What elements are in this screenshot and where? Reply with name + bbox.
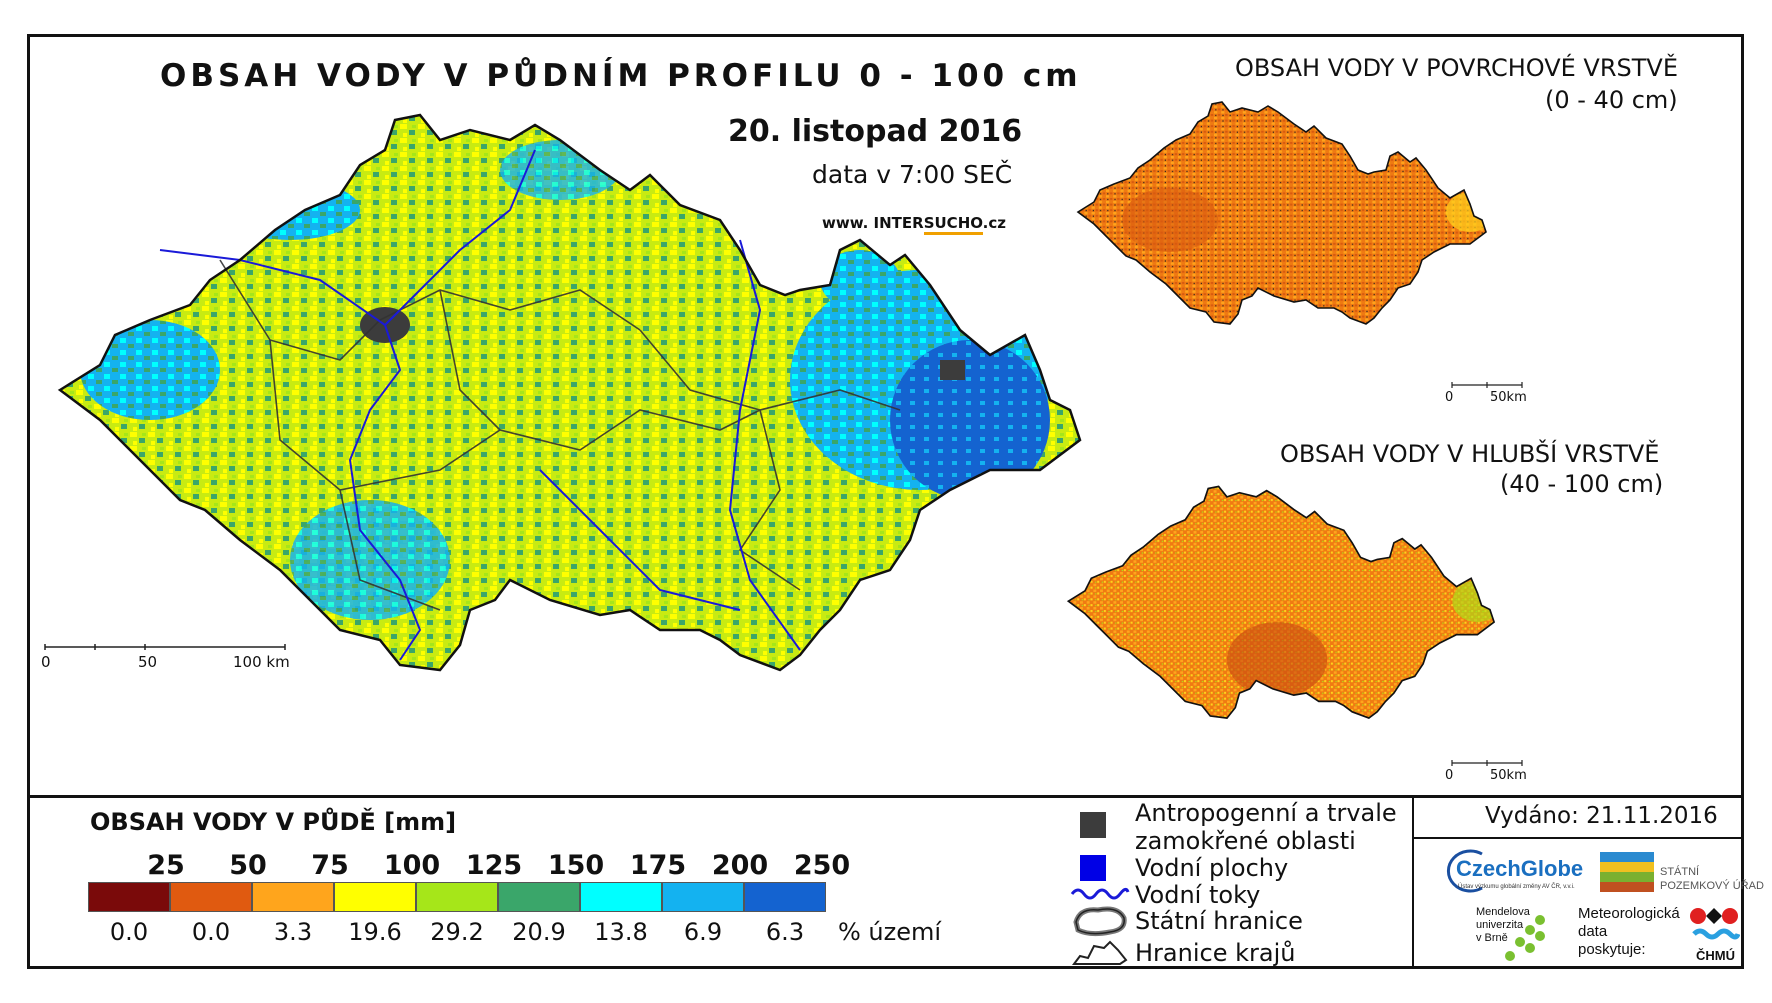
spu-text-2: POZEMKOVÝ ÚŘAD — [1660, 880, 1764, 892]
percent-label: 0.0 — [191, 918, 231, 946]
threshold-label: 250 — [793, 850, 851, 881]
color-swatch — [334, 882, 416, 912]
website-highlight: SUCHO — [923, 214, 983, 235]
surface-scale-50: 50km — [1490, 390, 1527, 405]
mendel-text-2: univerzita — [1476, 919, 1524, 931]
percent-label: 13.8 — [594, 918, 648, 946]
water-body-symbol — [1080, 855, 1106, 881]
deep-layer-range: (40 - 100 cm) — [1500, 470, 1664, 498]
surface-layer-title: OBSAH VODY V POVRCHOVÉ VRSTVĚ — [1235, 54, 1678, 82]
scale-label-50: 50 — [138, 653, 158, 671]
color-swatch — [580, 882, 662, 912]
color-swatch — [88, 882, 170, 912]
percent-label: 20.9 — [512, 918, 566, 946]
color-swatch — [252, 882, 334, 912]
legend-divider — [27, 795, 1744, 798]
threshold-label: 25 — [147, 850, 185, 881]
region-border-symbol — [1072, 940, 1128, 965]
threshold-label: 100 — [383, 850, 441, 881]
threshold-label: 175 — [629, 850, 687, 881]
czechglobe-logo-arc — [1446, 849, 1483, 893]
color-swatch — [744, 882, 826, 912]
issued-divider — [1412, 837, 1744, 839]
chmu-logo-icon — [1690, 908, 1740, 940]
website-link[interactable]: www. INTERSUCHO.cz — [822, 214, 1006, 235]
logo-panel-divider — [1412, 795, 1414, 969]
meteo-text-3: poskytuje: — [1578, 941, 1646, 958]
color-swatch — [662, 882, 744, 912]
czechglobe-subtitle: Ústav výzkumu globální změny AV ČR, v.v.… — [1458, 884, 1575, 890]
main-map-title: OBSAH VODY V PŮDNÍM PROFILU 0 - 100 cm — [160, 58, 1082, 94]
meteo-text-1: Meteorologická — [1578, 905, 1680, 922]
threshold-label: 75 — [311, 850, 349, 881]
map-frame — [27, 34, 1744, 969]
deep-scale-50: 50km — [1490, 768, 1527, 783]
website-suffix: .cz — [982, 214, 1006, 232]
surface-scale-0: 0 — [1445, 390, 1454, 405]
deep-scale-0: 0 — [1445, 768, 1454, 783]
meteo-text-2: data — [1578, 923, 1608, 940]
spu-text-1: STÁTNÍ — [1660, 866, 1700, 878]
anthropogenic-label-2: zamokřené oblasti — [1135, 827, 1356, 855]
scale-label-0: 0 — [41, 653, 51, 671]
surface-layer-map — [1077, 101, 1487, 325]
mendel-text-1: Mendelova — [1476, 906, 1530, 918]
threshold-label: 150 — [547, 850, 605, 881]
color-swatch — [170, 882, 252, 912]
website-prefix: www. INTER — [822, 214, 924, 232]
deep-layer-title: OBSAH VODY V HLUBŠÍ VRSTVĚ — [1280, 440, 1660, 468]
main-map-date: 20. listopad 2016 — [728, 114, 1023, 149]
legend-title: OBSAH VODY V PŮDĚ [mm] — [90, 808, 457, 836]
main-map-time: data v 7:00 SEČ — [812, 160, 1013, 189]
main-soil-moisture-map — [44, 113, 1082, 672]
river-label: Vodní toky — [1135, 881, 1261, 909]
percent-label: 19.6 — [348, 918, 402, 946]
surface-scale-bar — [1451, 382, 1523, 388]
surface-layer-range: (0 - 40 cm) — [1545, 86, 1678, 114]
threshold-label: 200 — [711, 850, 769, 881]
state-border-symbol — [1073, 906, 1127, 937]
deep-layer-map — [1067, 485, 1495, 719]
river-symbol — [1070, 887, 1130, 900]
percent-unit: % území — [838, 918, 942, 946]
mendel-text-3: v Brně — [1476, 932, 1508, 944]
threshold-label: 50 — [229, 850, 267, 881]
percent-label: 6.3 — [765, 918, 805, 946]
color-swatch — [416, 882, 498, 912]
percent-label: 6.9 — [683, 918, 723, 946]
main-scale-bar — [44, 644, 286, 650]
percent-label: 3.3 — [273, 918, 313, 946]
percent-label: 0.0 — [109, 918, 149, 946]
scale-label-100: 100 km — [233, 653, 290, 671]
color-swatch — [498, 882, 580, 912]
percent-label: 29.2 — [430, 918, 484, 946]
region-border-label: Hranice krajů — [1135, 939, 1296, 967]
deep-scale-bar — [1451, 760, 1523, 766]
issued-date: Vydáno: 21.11.2016 — [1485, 803, 1718, 829]
mendel-logo-dots — [1505, 915, 1545, 961]
spu-logo — [1600, 852, 1654, 892]
threshold-label: 125 — [465, 850, 523, 881]
state-border-label: Státní hranice — [1135, 907, 1303, 935]
water-body-label: Vodní plochy — [1135, 854, 1289, 882]
anthropogenic-label-1: Antropogenní a trvale — [1135, 799, 1397, 827]
anthropogenic-area-symbol — [1080, 812, 1106, 838]
czechglobe-logo: CzechGlobe — [1456, 856, 1584, 881]
chmu-logo-text: ČHMÚ — [1696, 948, 1735, 963]
